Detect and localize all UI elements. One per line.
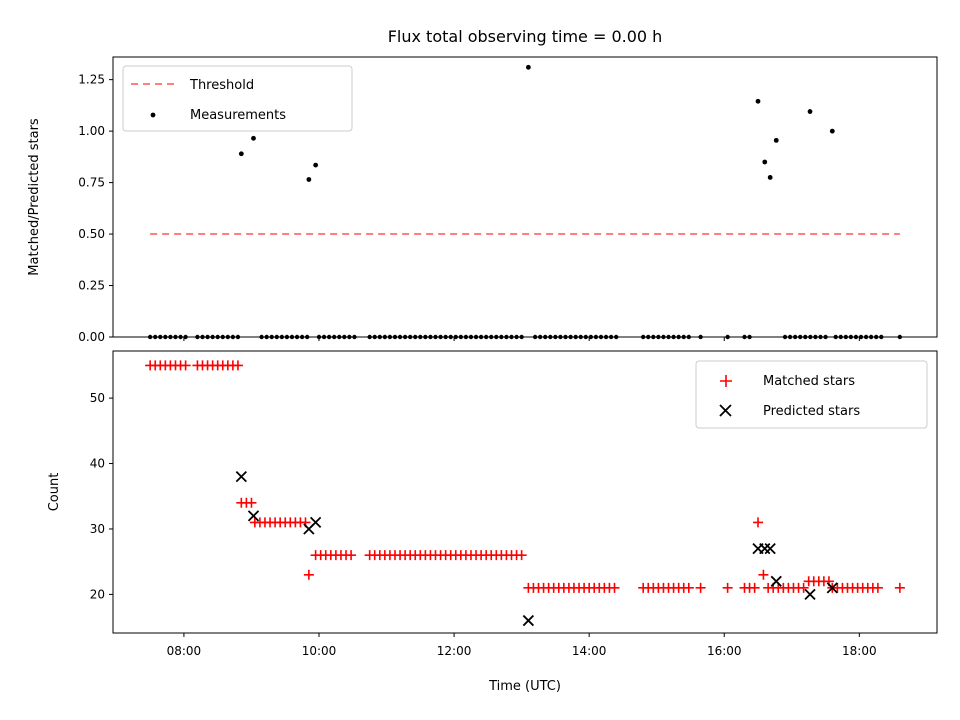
- predicted-star-marker: [826, 582, 838, 594]
- x-tick-label: 14:00: [572, 644, 607, 658]
- predicted-star-marker: [247, 510, 260, 522]
- y-tick-label: 0.00: [78, 330, 105, 344]
- y-tick-label: 30: [90, 522, 105, 536]
- y-tick-label: 50: [90, 391, 105, 405]
- measurement-point: [238, 151, 244, 157]
- matched-star-marker: [798, 582, 809, 593]
- matched-star-marker: [346, 550, 357, 561]
- legend-predicted-swatch: [719, 404, 732, 417]
- matched-star-marker: [683, 582, 694, 593]
- predicted-star-marker: [764, 542, 776, 555]
- bottom-legend: Matched stars Predicted stars: [695, 360, 928, 429]
- measurement-point: [767, 175, 773, 180]
- measurement-point: [251, 135, 256, 141]
- predicted-star-marker: [522, 614, 535, 627]
- predicted-star-marker: [235, 470, 247, 483]
- legend-predicted-label: Predicted stars: [763, 404, 860, 419]
- matched-star-marker: [894, 582, 905, 593]
- matched-star-marker: [180, 360, 191, 371]
- matched-star-marker: [695, 582, 706, 593]
- x-tick-label: 08:00: [167, 644, 202, 658]
- y-tick-label: 1.00: [78, 124, 105, 138]
- matched-star-marker: [753, 517, 764, 528]
- y-tick-label: 1.25: [78, 73, 105, 87]
- bottom-plot-frame: [112, 350, 938, 634]
- measurement-point: [829, 128, 835, 134]
- y-tick-label: 0.75: [78, 176, 105, 190]
- bottom-panel: 20 30 40 50 08:00 10:00 12:00 14:00 16:00 18:00 Ti…: [47, 350, 938, 694]
- measurement-point: [306, 177, 312, 182]
- measurement-point: [313, 162, 319, 168]
- legend-matched-swatch: [720, 375, 732, 387]
- x-tick-label: 18:00: [842, 644, 877, 658]
- matched-star-marker: [232, 360, 243, 371]
- top-legend: Threshold Measurements: [122, 65, 353, 132]
- matched-star-marker: [303, 569, 314, 580]
- matched-star-marker: [872, 582, 883, 593]
- y-tick-label: 0.50: [78, 227, 105, 241]
- matched-star-marker: [722, 582, 733, 593]
- predicted-star-marker: [804, 588, 816, 601]
- chart-title: Flux total observing time = 0.00 h: [388, 27, 663, 46]
- x-axis-label: Time (UTC): [488, 679, 561, 694]
- bottom-y-axis-label: Count: [47, 473, 62, 512]
- legend-box: [695, 360, 928, 429]
- matched-star-marker: [516, 550, 527, 561]
- measurement-point: [755, 98, 761, 104]
- x-tick-label: 16:00: [707, 644, 742, 658]
- legend-measurements-label: Measurements: [190, 108, 286, 123]
- legend-threshold-label: Threshold: [189, 78, 254, 93]
- x-tick-label: 10:00: [302, 644, 337, 658]
- measurement-point: [773, 137, 779, 143]
- y-tick-label: 40: [90, 457, 105, 471]
- y-tick-label: 0.25: [78, 279, 105, 293]
- measurement-point: [807, 109, 813, 114]
- top-panel: 0.00 0.25 0.50 0.75 1.00 1.25 Matched/Predicte…: [27, 56, 938, 344]
- matched-star-marker: [749, 582, 760, 593]
- matched-star-marker: [246, 497, 257, 508]
- x-tick-label: 12:00: [437, 644, 472, 658]
- matched-star-marker: [609, 582, 620, 593]
- predicted-star-marker: [770, 575, 782, 587]
- top-plot-frame: [112, 56, 938, 338]
- legend-box: [122, 65, 353, 132]
- y-tick-label: 20: [90, 587, 105, 601]
- measurement-point: [762, 159, 768, 165]
- legend-matched-label: Matched stars: [763, 374, 855, 389]
- predicted-star-marker: [309, 516, 322, 529]
- top-y-axis-label: Matched/Predicted stars: [27, 118, 42, 276]
- legend-measurements-swatch: [150, 112, 156, 118]
- matched-star-marker: [758, 569, 769, 580]
- measurement-point: [525, 64, 531, 70]
